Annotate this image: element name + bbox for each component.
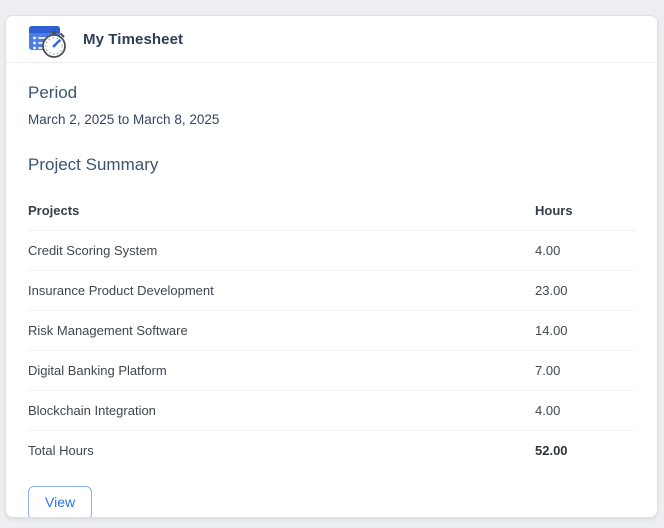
period-value: March 2, 2025 to March 8, 2025	[28, 112, 220, 127]
total-hours-value: 52.00	[535, 430, 635, 470]
project-name-cell: Credit Scoring System	[28, 230, 535, 271]
hours-cell: 4.00	[535, 230, 635, 271]
total-hours-label: Total Hours	[28, 430, 535, 470]
view-button[interactable]: View	[28, 486, 93, 517]
period-heading: Period	[28, 83, 78, 102]
card-title: My Timesheet	[83, 30, 184, 48]
table-header-row: Projects Hours	[28, 191, 635, 231]
hours-cell: 4.00	[535, 390, 635, 431]
card-header: My Timesheet	[6, 16, 657, 63]
card-footer: View	[28, 470, 635, 517]
project-summary-table: Projects Hours Credit Scoring System 4.0…	[28, 191, 635, 470]
project-name-cell: Blockchain Integration	[28, 390, 535, 431]
project-name-cell: Digital Banking Platform	[28, 350, 535, 391]
timesheet-stopwatch-icon	[28, 22, 68, 60]
total-hours-row: Total Hours 52.00	[28, 430, 635, 470]
project-name-cell: Insurance Product Development	[28, 270, 535, 311]
hours-column-header: Hours	[535, 191, 635, 231]
hours-cell: 23.00	[535, 270, 635, 311]
table-row: Blockchain Integration 4.00	[28, 390, 635, 431]
table-row: Risk Management Software 14.00	[28, 310, 635, 351]
table-row: Digital Banking Platform 7.00	[28, 350, 635, 391]
project-name-cell: Risk Management Software	[28, 310, 535, 351]
table-row: Insurance Product Development 23.00	[28, 270, 635, 311]
hours-cell: 7.00	[535, 350, 635, 391]
projects-column-header: Projects	[28, 191, 535, 231]
my-timesheet-card: My Timesheet Period March 2, 2025 to Mar…	[5, 15, 658, 518]
card-body: Period March 2, 2025 to March 8, 2025 Pr…	[6, 63, 657, 517]
table-row: Credit Scoring System 4.00	[28, 230, 635, 271]
hours-cell: 14.00	[535, 310, 635, 351]
project-summary-heading: Project Summary	[28, 155, 159, 174]
